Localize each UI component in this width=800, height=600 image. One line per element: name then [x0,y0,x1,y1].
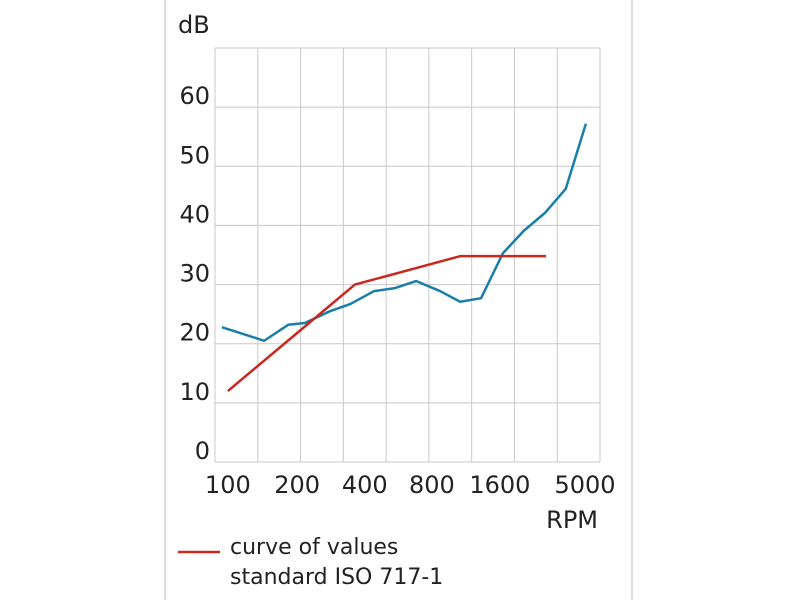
data-line [221,123,588,343]
x-tick-label: 400 [342,471,388,499]
y-tick-label: 30 [179,260,210,288]
y-axis-label: dB [178,11,210,39]
x-tick-label: 1600 [469,471,530,499]
y-tick-label: 10 [179,378,210,406]
data-line [227,254,547,392]
x-tick-label: 200 [274,471,320,499]
x-tick-label: 100 [205,471,251,499]
x-tick-label: 5000 [554,471,615,499]
y-tick-label: 60 [179,82,210,110]
y-tick-label: 20 [179,319,210,347]
x-tick-label: 800 [409,471,455,499]
y-tick-label: 40 [179,200,210,228]
legend-label: standard ISO 717-1 [230,565,443,590]
x-axis-label: RPM [546,506,598,534]
legend-label: curve of values [230,535,398,560]
y-tick-label: 50 [179,141,210,169]
y-tick-label: 0 [195,437,210,465]
